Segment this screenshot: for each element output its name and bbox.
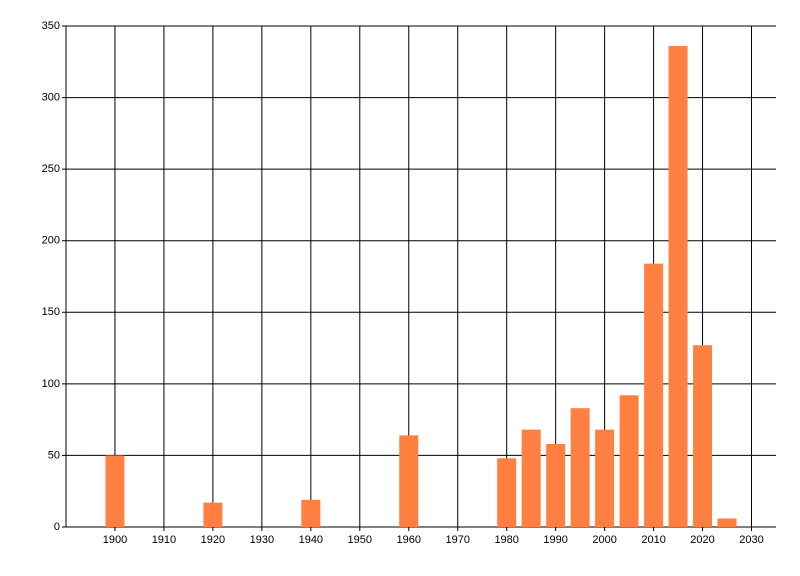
x-tick-label: 1980	[494, 534, 518, 546]
x-tick-label: 1990	[543, 534, 567, 546]
x-tick-label: 1930	[250, 534, 274, 546]
x-tick-label: 1920	[201, 534, 225, 546]
x-tick-label: 1910	[152, 534, 176, 546]
x-tick-label: 2030	[739, 534, 763, 546]
y-tick-label: 150	[42, 306, 60, 318]
x-tick-label: 2010	[641, 534, 665, 546]
x-tick-label: 1950	[348, 534, 372, 546]
bar	[644, 263, 664, 527]
y-tick-label: 200	[42, 235, 60, 247]
bar	[105, 455, 125, 527]
y-tick-label: 250	[42, 163, 60, 175]
x-tick-label: 1940	[299, 534, 323, 546]
bar	[717, 518, 737, 527]
y-tick-label: 50	[48, 449, 60, 461]
bar	[619, 395, 639, 527]
x-tick-label: 2020	[690, 534, 714, 546]
y-tick-label: 350	[42, 20, 60, 32]
y-tick-label: 100	[42, 378, 60, 390]
x-tick-label: 1900	[103, 534, 127, 546]
x-tick-label: 2000	[592, 534, 616, 546]
bar	[203, 502, 223, 527]
bar	[497, 458, 517, 527]
y-tick-label: 0	[54, 521, 60, 533]
x-tick-label: 1960	[397, 534, 421, 546]
bar	[595, 429, 615, 527]
bar	[399, 435, 419, 527]
bar	[546, 443, 566, 527]
bar	[693, 345, 713, 527]
bar	[521, 429, 541, 527]
bar	[570, 408, 590, 527]
x-tick-label: 1970	[445, 534, 469, 546]
y-tick-label: 300	[42, 91, 60, 103]
bar	[301, 499, 321, 527]
bar	[668, 46, 688, 527]
